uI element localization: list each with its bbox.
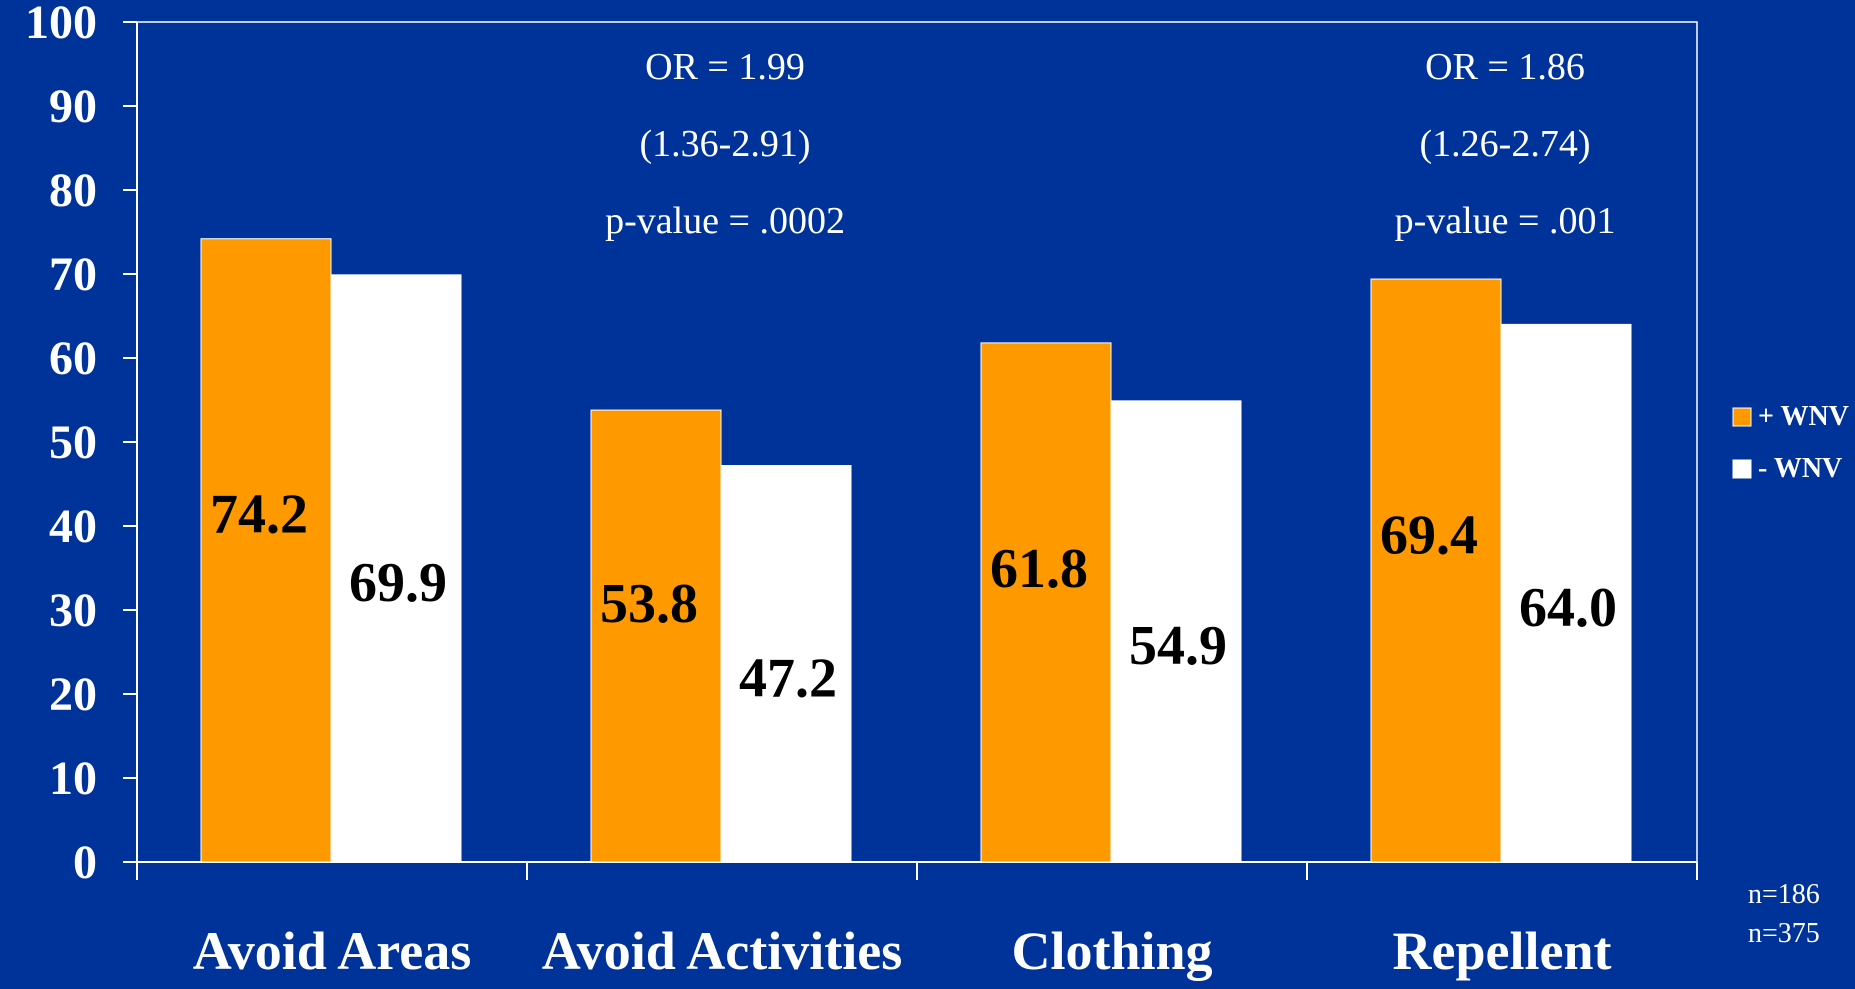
- x-category-label: Repellent: [1393, 921, 1612, 981]
- y-tick-label: 90: [49, 80, 97, 133]
- x-category-label: Clothing: [1011, 921, 1212, 981]
- x-category-label: Avoid Areas: [193, 921, 472, 981]
- y-tick-label: 10: [49, 752, 97, 805]
- data-label: 47.2: [739, 647, 837, 709]
- data-label: 74.2: [210, 484, 308, 546]
- bar-positive-3: [1370, 278, 1502, 863]
- y-tick-label: 60: [49, 332, 97, 385]
- data-label: 69.9: [349, 552, 447, 614]
- x-category-label: Avoid Activities: [542, 921, 902, 981]
- y-tick-label: 30: [49, 584, 97, 637]
- bar-positive-2: [980, 342, 1112, 863]
- data-label: 61.8: [990, 538, 1088, 600]
- data-label: 53.8: [600, 573, 698, 635]
- bar-positive-1: [590, 409, 722, 863]
- annotation-line: p-value = .0002: [605, 200, 845, 242]
- y-tick-label: 70: [49, 248, 97, 301]
- y-tick-label: 80: [49, 164, 97, 217]
- annotation-line: (1.36-2.91): [640, 123, 811, 165]
- y-tick-label: 0: [73, 836, 97, 889]
- annotation-line: OR = 1.86: [1425, 46, 1585, 88]
- legend-swatch-1: [1732, 459, 1752, 479]
- bar-negative-0: [330, 274, 462, 863]
- y-tick-label: 40: [49, 500, 97, 553]
- y-tick-label: 50: [49, 416, 97, 469]
- bar-negative-3: [1500, 323, 1632, 863]
- sample-size-note: n=375: [1748, 918, 1820, 949]
- legend-label: - WNV: [1758, 453, 1842, 484]
- y-tick-label: 20: [49, 668, 97, 721]
- legend-label: + WNV: [1758, 401, 1849, 432]
- bar-negative-1: [720, 465, 852, 863]
- bar-positive-0: [200, 238, 332, 863]
- annotation-line: (1.26-2.74): [1420, 123, 1591, 165]
- annotation-line: p-value = .001: [1395, 200, 1616, 242]
- bar-negative-2: [1110, 400, 1242, 863]
- annotation-line: OR = 1.99: [645, 46, 805, 88]
- legend-swatch-0: [1732, 407, 1752, 427]
- sample-size-note: n=186: [1748, 879, 1820, 910]
- data-label: 64.0: [1519, 577, 1617, 639]
- y-tick-label: 100: [25, 0, 97, 49]
- data-label: 54.9: [1129, 615, 1227, 677]
- data-label: 69.4: [1380, 505, 1478, 567]
